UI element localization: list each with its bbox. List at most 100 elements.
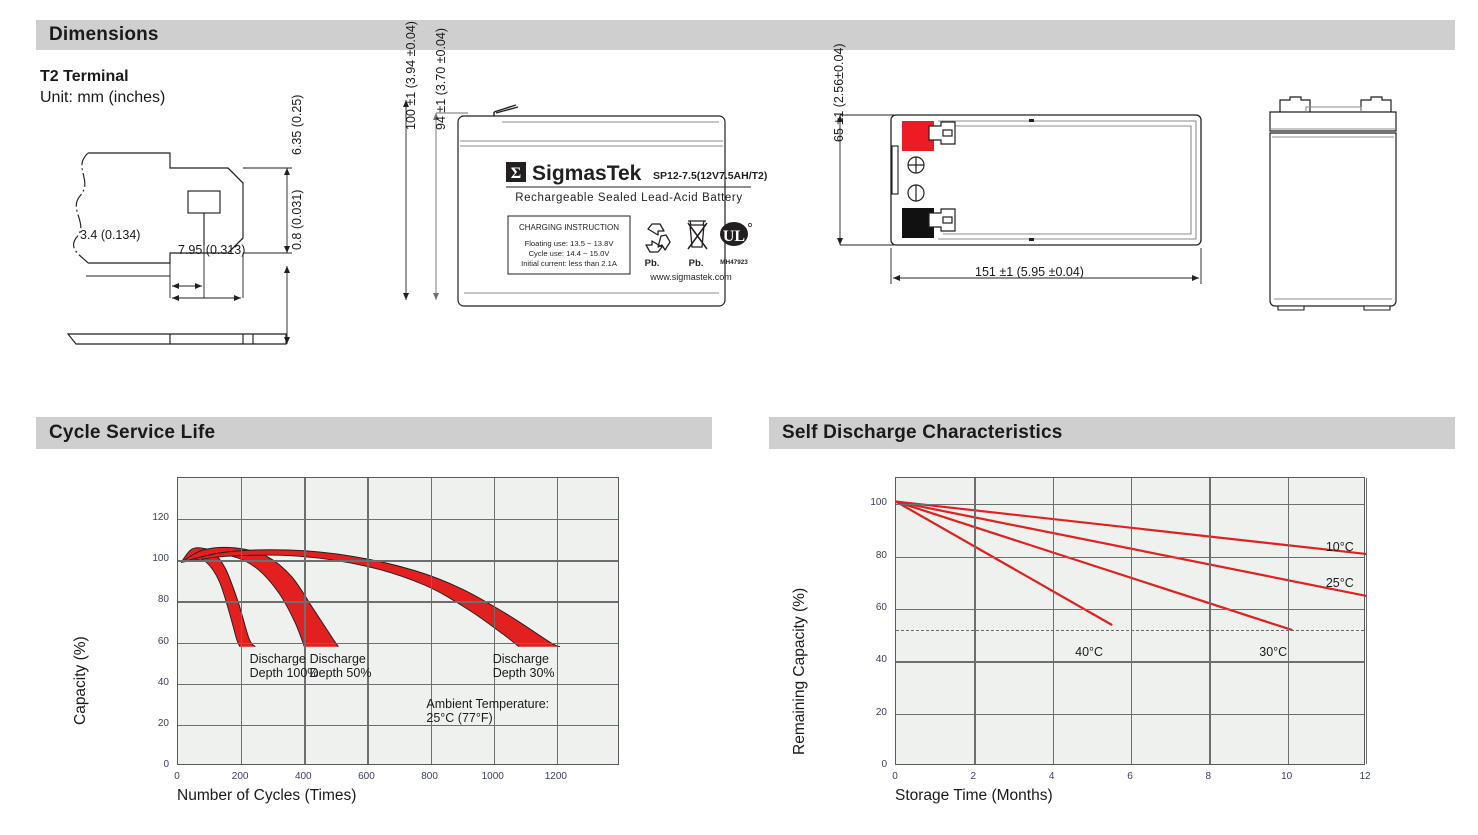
svg-text:Pb.: Pb. xyxy=(689,258,704,269)
svg-text:Pb.: Pb. xyxy=(645,258,660,269)
x-tick-label: 6 xyxy=(1127,771,1133,782)
svg-text:SigmasTek: SigmasTek xyxy=(532,162,642,185)
gridline-v xyxy=(241,478,243,764)
y-tick-label: 60 xyxy=(875,601,887,613)
x-tick-label: 200 xyxy=(231,771,249,782)
gridline-v xyxy=(493,478,495,764)
svg-text:SP12-7.5(12V7.5AH/T2): SP12-7.5(12V7.5AH/T2) xyxy=(653,170,767,182)
y-tick-label: 40 xyxy=(157,676,169,688)
x-axis-title-self: Storage Time (Months) xyxy=(895,787,1053,804)
chart-annotation: Discharge Depth 50% xyxy=(309,651,372,680)
battery-side-view-drawing xyxy=(1258,88,1418,313)
gridline-h xyxy=(178,560,618,562)
svg-text:CHARGING INSTRUCTION: CHARGING INSTRUCTION xyxy=(519,223,619,232)
series-label: 30°C xyxy=(1259,644,1288,659)
gridline-h xyxy=(896,556,1364,558)
x-tick-label: 400 xyxy=(294,771,312,782)
chart-annotation: Discharge Depth 100% xyxy=(249,651,319,680)
gridline-h xyxy=(178,683,618,685)
gridline-h xyxy=(896,661,1364,663)
x-tick-label: 2 xyxy=(970,771,977,782)
y-tick-label: 100 xyxy=(870,497,887,509)
cycle-curves xyxy=(180,546,561,648)
gridline-h xyxy=(178,601,618,603)
chart-self-discharge: 0 20 40 60 80 100 0 2 4 6 8 10 12 Storage Time (Mont… xyxy=(769,455,1455,825)
gridline-v xyxy=(974,478,976,764)
y-tick-label: 80 xyxy=(875,549,887,561)
plot-area-cycle xyxy=(177,477,619,765)
gridline-h xyxy=(896,504,1364,506)
x-tick-label: 0 xyxy=(174,771,180,782)
gridline-v xyxy=(1287,478,1289,764)
battery-front-view-drawing: Σ SigmasTek SP12-7.5(12V7.5AH/T2) Rechar… xyxy=(398,88,788,313)
series-label: 10°C xyxy=(1325,539,1354,554)
gridline-v xyxy=(430,478,432,764)
svg-text:Initial current: less than 2.1: Initial current: less than 2.1A xyxy=(521,259,618,268)
x-axis-title-cycle: Number of Cycles (Times) xyxy=(177,787,357,804)
section-title-dimensions: Dimensions xyxy=(49,24,159,45)
svg-text:Σ: Σ xyxy=(511,165,521,182)
y-axis-title-cycle: Capacity (%) xyxy=(72,636,89,725)
unit-label: Unit: mm (inches) xyxy=(40,89,166,106)
front-dim-overall-height: 100 ±1 (3.94 ±0.04) xyxy=(404,21,418,130)
section-header-self-discharge: Self Discharge Characteristics xyxy=(769,417,1455,449)
y-tick-label: 0 xyxy=(163,759,169,770)
gridline-h xyxy=(896,713,1364,715)
y-tick-label: 120 xyxy=(152,512,169,524)
x-tick-label: 10 xyxy=(1281,771,1293,782)
y-tick-label: 40 xyxy=(875,654,887,666)
threshold-line xyxy=(896,629,1364,631)
series-label: 25°C xyxy=(1325,576,1354,591)
x-tick-label: 12 xyxy=(1359,771,1371,782)
terminal-dim-offset: 3.4 (0.134) xyxy=(80,228,141,242)
top-dim-depth: 65 ±1 (2.56±0.04) xyxy=(832,43,846,142)
x-tick-label: 4 xyxy=(1048,771,1055,782)
chart-cycle-service-life: 0 20 40 60 80 100 120 0 200 400 600 800 1000 1200 Num… xyxy=(36,455,712,825)
y-axis-title-self: Remaining Capacity (%) xyxy=(791,587,808,755)
front-dim-case-height: 94 ±1 (3.70 ±0.04) xyxy=(434,28,448,130)
section-title-self-discharge: Self Discharge Characteristics xyxy=(782,422,1063,443)
y-tick-label: 20 xyxy=(875,706,887,718)
gridline-h xyxy=(896,608,1364,611)
x-tick-label: 0 xyxy=(892,771,898,782)
plot-area-self xyxy=(895,477,1368,765)
y-tick-label: 100 xyxy=(152,553,169,565)
terminal-dim-height: 6.35 (0.25) xyxy=(290,94,304,155)
gridline-v xyxy=(304,478,306,764)
chart-annotation: Ambient Temperature: 25°C (77°F) xyxy=(426,697,550,726)
svg-text:UL: UL xyxy=(723,228,745,245)
terminal-drawing xyxy=(60,138,320,366)
y-tick-label: 60 xyxy=(157,635,169,647)
svg-text:Cycle use: 14.4 ~ 15.0V: Cycle use: 14.4 ~ 15.0V xyxy=(529,249,611,258)
x-tick-label: 8 xyxy=(1205,771,1212,782)
top-dim-length: 151 ±1 (5.95 ±0.04) xyxy=(975,265,1084,279)
terminal-dim-thickness: 0.8 (0.031) xyxy=(290,189,304,250)
x-tick-label: 1000 xyxy=(481,771,504,782)
section-title-cycle-service-life: Cycle Service Life xyxy=(49,422,216,443)
section-header-dimensions: Dimensions xyxy=(36,20,1455,50)
svg-text:MH47923: MH47923 xyxy=(720,259,748,266)
svg-text:Rechargeable Sealed Lead-Acid: Rechargeable Sealed Lead-Acid Battery xyxy=(515,192,742,204)
gridline-v xyxy=(1052,478,1054,764)
svg-text:Floating use: 13.5 ~ 13.8V: Floating use: 13.5 ~ 13.8V xyxy=(525,239,615,248)
section-header-cycle-service-life: Cycle Service Life xyxy=(36,417,712,449)
y-tick-label: 0 xyxy=(881,759,887,770)
series-label: 40°C xyxy=(1075,644,1104,659)
gridline-h xyxy=(178,519,618,521)
t2-terminal-title: T2 Terminal xyxy=(40,68,129,85)
gridline-v xyxy=(1209,478,1211,764)
x-tick-label: 1200 xyxy=(544,771,567,782)
y-tick-label: 80 xyxy=(157,594,169,606)
gridline-h xyxy=(178,724,618,727)
x-tick-label: 800 xyxy=(421,771,438,782)
chart-annotation: Discharge Depth 30% xyxy=(492,651,555,680)
terminal-dim-width: 7.95 (0.313) xyxy=(178,243,246,257)
battery-top-view-drawing xyxy=(826,88,1226,313)
gridline-v xyxy=(556,478,559,764)
gridline-h xyxy=(178,642,618,644)
y-tick-label: 20 xyxy=(157,717,169,729)
gridline-v xyxy=(367,478,369,764)
gridline-v xyxy=(1131,478,1133,764)
svg-text:www.sigmastek.com: www.sigmastek.com xyxy=(649,272,732,282)
gridline-v xyxy=(1366,478,1368,764)
